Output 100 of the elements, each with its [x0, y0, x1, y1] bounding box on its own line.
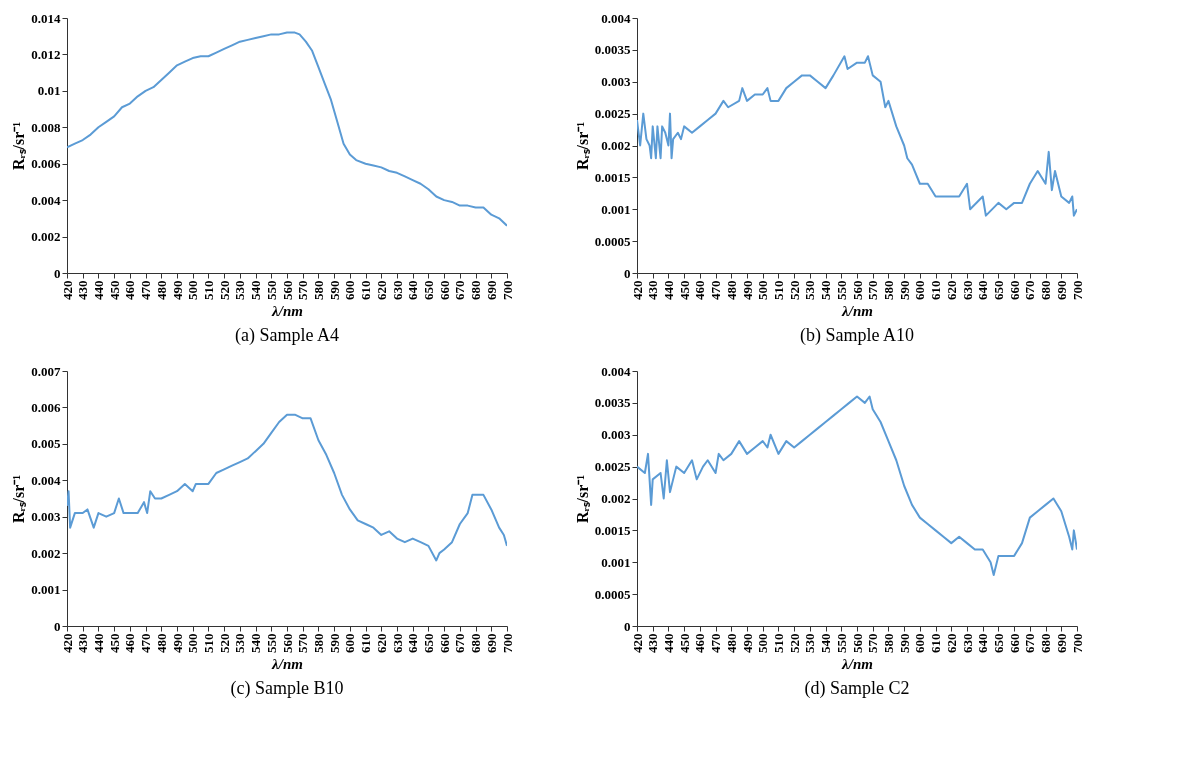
y-tick-label: 0.0005	[594, 233, 631, 249]
x-tick-label: 690	[483, 633, 499, 653]
x-tick-label: 540	[818, 280, 834, 300]
x-tick-label: 610	[358, 280, 374, 300]
x-tick-label: 670	[1022, 280, 1038, 300]
x-tick-label: 530	[232, 280, 248, 300]
x-tick-label: 670	[1022, 633, 1038, 653]
x-tick-label: 570	[865, 280, 881, 300]
line-series	[67, 31, 507, 227]
x-tick-label: 690	[1053, 280, 1069, 300]
x-tick-label: 500	[185, 633, 201, 653]
x-tick-label: 580	[310, 633, 326, 653]
y-tick-label: 0.0025	[594, 106, 631, 122]
y-axis-title: Rᵣₛ/sr⁻¹	[10, 474, 28, 524]
y-tick-label: 0.004	[31, 472, 61, 488]
y-tick-label: 0.004	[601, 363, 631, 379]
x-tick-label: 570	[295, 280, 311, 300]
x-tick-label: 620	[373, 280, 389, 300]
x-tick-label: 450	[106, 633, 122, 653]
x-tick-label: 480	[153, 280, 169, 300]
y-tick-label: 0.0015	[594, 169, 631, 185]
x-tick-label: 430	[645, 633, 661, 653]
x-tick-label: 630	[389, 633, 405, 653]
x-tick-label: 540	[248, 633, 264, 653]
y-tick-label: 0.0005	[594, 586, 631, 602]
x-tick-label: 630	[389, 280, 405, 300]
x-tick-label: 680	[468, 280, 484, 300]
y-tick-label: 0.003	[31, 509, 61, 525]
x-tick-label: 670	[452, 280, 468, 300]
x-axis-title: λ/nm	[841, 656, 873, 672]
x-tick-label: 530	[802, 633, 818, 653]
x-tick-label: 580	[880, 633, 896, 653]
y-tick-label: 0.005	[31, 436, 61, 452]
x-tick-label: 670	[452, 633, 468, 653]
x-tick-label: 420	[629, 633, 645, 653]
line-series	[67, 413, 507, 562]
x-tick-label: 540	[248, 280, 264, 300]
x-tick-label: 640	[975, 280, 991, 300]
x-tick-label: 620	[943, 633, 959, 653]
x-tick-label: 490	[169, 633, 185, 653]
y-tick-label: 0.0025	[594, 459, 631, 475]
x-tick-label: 440	[660, 280, 676, 300]
x-tick-label: 590	[326, 633, 342, 653]
y-tick-label: 0.007	[31, 363, 61, 379]
x-tick-label: 590	[896, 280, 912, 300]
x-tick-label: 460	[692, 280, 708, 300]
y-tick-label: 0.003	[601, 427, 631, 443]
x-tick-label: 560	[849, 280, 865, 300]
x-tick-label: 630	[959, 280, 975, 300]
x-tick-label: 550	[263, 280, 279, 300]
x-tick-label: 650	[990, 633, 1006, 653]
y-tick-label: 0.001	[31, 582, 61, 598]
y-axis-title: Rᵣₛ/sr⁻¹	[573, 474, 591, 524]
y-tick-label: 0.0035	[594, 42, 631, 58]
x-tick-label: 510	[200, 633, 216, 653]
y-tick-label: 0.001	[601, 554, 631, 570]
y-tick-label: 0.002	[601, 491, 631, 506]
x-tick-label: 450	[676, 633, 692, 653]
y-tick-label: 0.006	[31, 156, 61, 172]
y-tick-label: 0.0035	[594, 395, 631, 411]
x-tick-label: 420	[59, 633, 75, 653]
x-tick-label: 420	[629, 280, 645, 300]
x-tick-label: 680	[468, 633, 484, 653]
x-tick-label: 460	[122, 280, 138, 300]
text: (d) Sample C2	[804, 677, 910, 699]
x-tick-label: 500	[755, 280, 771, 300]
x-tick-label: 470	[138, 633, 154, 653]
y-tick-label: 0.003	[601, 74, 631, 90]
line-series	[637, 395, 1077, 576]
x-tick-label: 480	[723, 633, 739, 653]
x-tick-label: 520	[786, 633, 802, 653]
x-tick-label: 590	[896, 633, 912, 653]
x-tick-label: 700	[499, 280, 515, 300]
x-tick-label: 560	[849, 633, 865, 653]
x-tick-label: 640	[405, 633, 421, 653]
x-axis-title: λ/nm	[271, 656, 303, 672]
x-tick-label: 650	[990, 280, 1006, 300]
y-tick-label: 0.002	[31, 545, 61, 561]
x-tick-label: 530	[232, 633, 248, 653]
x-tick-label: 560	[279, 633, 295, 653]
x-tick-label: 650	[420, 633, 436, 653]
y-tick-label: 0.004	[601, 10, 631, 26]
text: (b) Sample A10	[800, 324, 914, 346]
x-tick-label: 490	[169, 280, 185, 300]
x-tick-label: 480	[723, 280, 739, 300]
x-tick-label: 570	[865, 633, 881, 653]
y-tick-label: 0.002	[31, 229, 61, 245]
x-tick-label: 450	[106, 280, 122, 300]
x-tick-label: 640	[975, 633, 991, 653]
x-tick-label: 680	[1038, 280, 1054, 300]
x-tick-label: 550	[833, 280, 849, 300]
text: (a) Sample A4	[235, 324, 339, 346]
x-tick-label: 440	[90, 633, 106, 653]
x-tick-label: 690	[1053, 633, 1069, 653]
y-tick-label: 0	[54, 265, 61, 281]
x-tick-label: 600	[912, 633, 928, 653]
x-tick-label: 550	[833, 633, 849, 653]
x-tick-label: 600	[912, 280, 928, 300]
x-axis-title: λ/nm	[841, 303, 873, 319]
x-tick-label: 510	[770, 280, 786, 300]
